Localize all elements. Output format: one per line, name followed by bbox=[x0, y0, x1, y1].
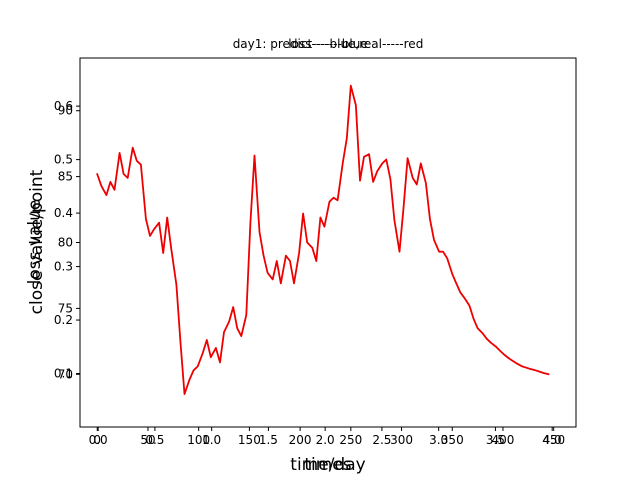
loss-axes-y-tick-label: 0.3 bbox=[54, 260, 73, 274]
loss-axes-x-tick-label: 2.0 bbox=[316, 433, 335, 447]
series-layer bbox=[96, 84, 550, 396]
series-line-real bbox=[96, 84, 550, 396]
loss-axes-x-tick-label: 4.0 bbox=[543, 433, 562, 447]
loss-axes-x-tick-label: 3.0 bbox=[429, 433, 448, 447]
loss-axes-x-tick-label: 3.5 bbox=[486, 433, 505, 447]
axis-ticks: 0 50 100 150 200 250 300 350 400 450 70 75 80 85 90 0.0… bbox=[54, 99, 565, 447]
chart-title-primary: day1: predict----blue,real-----red bbox=[233, 37, 424, 51]
loss-axes-y-tick-label: 0.4 bbox=[54, 206, 73, 220]
loss-axes-x-tick-label: 0.0 bbox=[89, 433, 108, 447]
loss-axes-y-tick-label: 0.6 bbox=[54, 99, 73, 113]
close-axes-x-tick-label: 350 bbox=[441, 433, 464, 447]
plot-area bbox=[79, 57, 577, 428]
loss-axes-y-tick-label: 0.2 bbox=[54, 313, 73, 327]
close-axes-x-tick-label: 50 bbox=[140, 433, 155, 447]
chart-title-secondary: loss-------blue bbox=[288, 37, 367, 51]
loss-axes-x-tick-label: 1.0 bbox=[202, 433, 221, 447]
loss-axes-x-tick-label: 1.5 bbox=[259, 433, 278, 447]
close-axes-y-tick-label: 75 bbox=[58, 301, 73, 315]
close-axes-x-tick-label: 200 bbox=[289, 433, 312, 447]
close-axes-y-tick-label: 85 bbox=[58, 170, 73, 184]
close-axes-x-tick-label: 150 bbox=[238, 433, 261, 447]
close-axes-x-tick-label: 400 bbox=[492, 433, 515, 447]
close-axes-x-tick-label: 450 bbox=[542, 433, 565, 447]
y-axis-label-secondary: loss value bbox=[25, 200, 45, 285]
loss-axes-x-tick-label: 0.5 bbox=[145, 433, 164, 447]
y-axis-label-primary: close value/point bbox=[27, 169, 47, 314]
x-axis-label-primary: time/day bbox=[290, 455, 365, 475]
loss-axes-y-tick-label: 0.1 bbox=[54, 367, 73, 381]
close-axes-y-tick-label: 70 bbox=[58, 367, 73, 381]
close-axes-x-tick-label: 300 bbox=[390, 433, 413, 447]
loss-axes-y-tick-label: 0.5 bbox=[54, 153, 73, 167]
loss-axes-x-tick-label: 2.5 bbox=[372, 433, 391, 447]
close-axes-x-tick-label: 250 bbox=[339, 433, 362, 447]
close-axes-y-tick-label: 80 bbox=[58, 236, 73, 250]
close-axes-y-tick-label: 90 bbox=[58, 104, 73, 118]
x-axis-label-secondary: times bbox=[304, 455, 351, 475]
close-axes-x-tick-label: 0 bbox=[93, 433, 101, 447]
close-axes-x-tick-label: 100 bbox=[187, 433, 210, 447]
